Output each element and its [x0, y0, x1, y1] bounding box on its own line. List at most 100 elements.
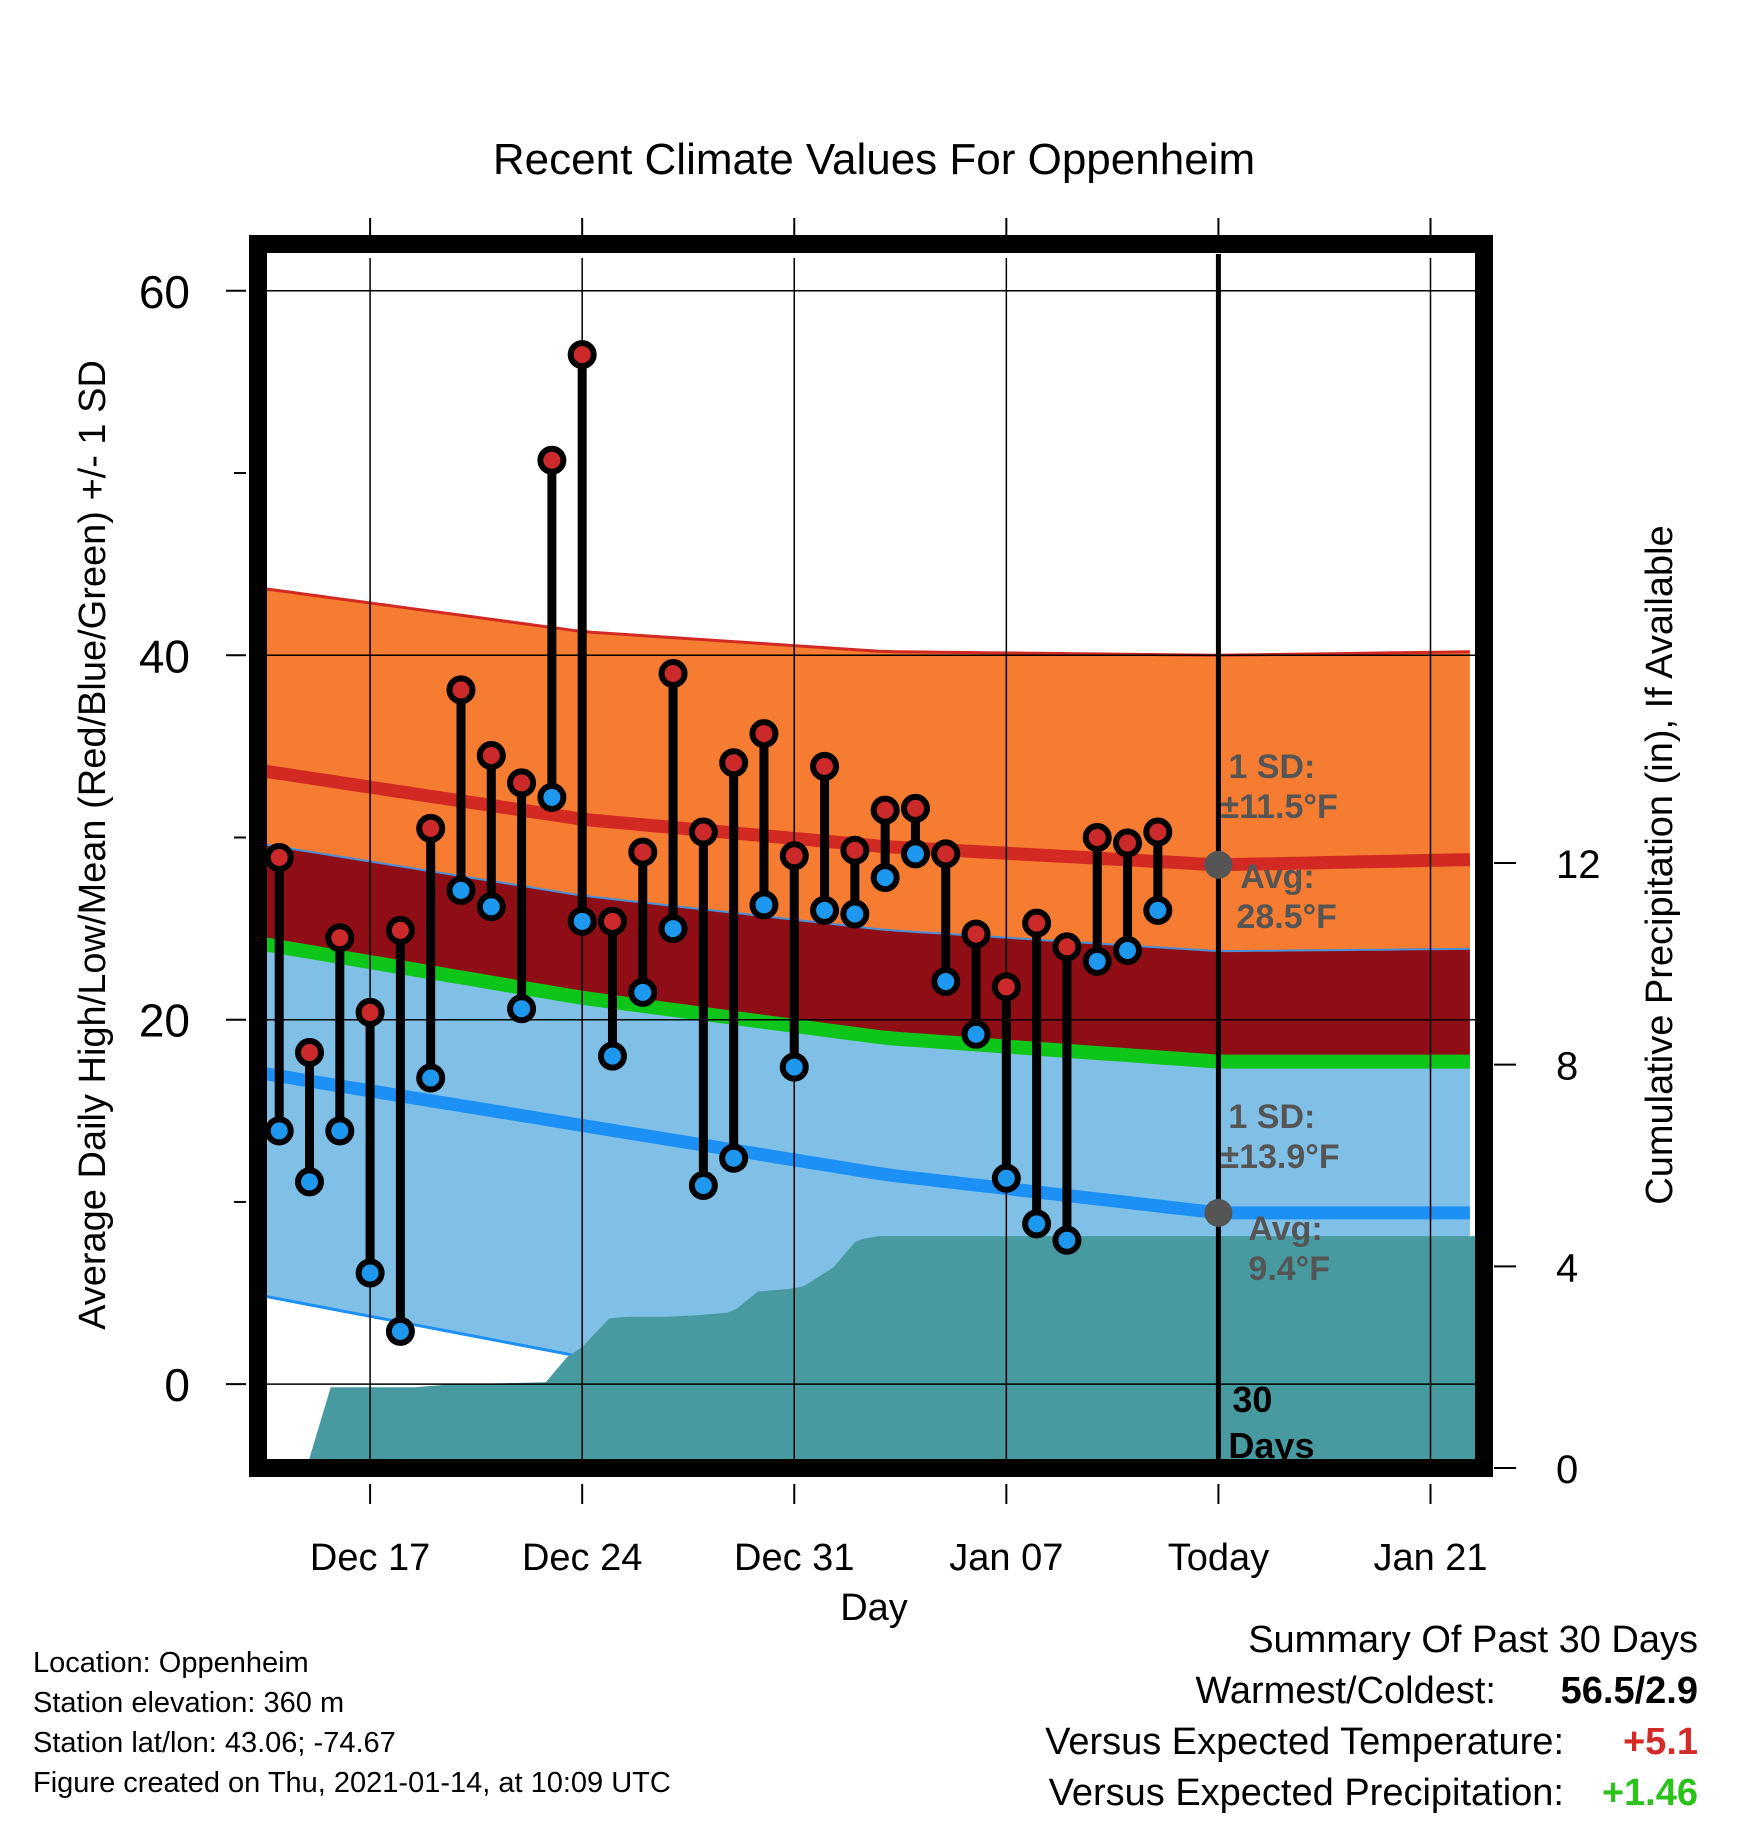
high-sd-label: 1 SD: [1228, 748, 1315, 786]
daily-high-point [385, 915, 415, 945]
daily-low-point [1113, 935, 1143, 965]
x-tick-label: Dec 31 [734, 1537, 854, 1579]
summary-temp-value: +5.1 [1623, 1721, 1698, 1763]
y2-tick-label: 8 [1556, 1045, 1578, 1089]
x-tick-label: Dec 17 [310, 1537, 430, 1579]
daily-low-point [537, 782, 567, 812]
mean-band [258, 843, 1470, 1062]
high-avg-value: 28.5°F [1236, 898, 1337, 936]
x-tick-label: Today [1168, 1537, 1269, 1579]
daily-low-point [749, 890, 779, 920]
y-axis-label: Average Daily High/Low/Mean (Red/Blue/Gr… [72, 360, 114, 1330]
x-tick-label: Jan 07 [949, 1537, 1063, 1579]
x-axis-label: Day [840, 1587, 908, 1629]
daily-low-point [779, 1052, 809, 1082]
daily-low-point [416, 1063, 446, 1093]
y-tick-label: 20 [139, 995, 190, 1047]
low-sd-value: ±13.9°F [1220, 1138, 1339, 1176]
high-avg-label: Avg: [1240, 858, 1314, 896]
summary-title: Summary Of Past 30 Days [1248, 1619, 1698, 1661]
daily-high-point [749, 719, 779, 749]
daily-low-point [446, 875, 476, 905]
daily-low-point [507, 994, 537, 1024]
y2-axis-label: Cumulative Precipitation (in), If Availa… [1639, 525, 1681, 1204]
summary-precip-value: +1.46 [1602, 1772, 1698, 1814]
daily-high-point [991, 972, 1021, 1002]
low-avg-value: 9.4°F [1248, 1250, 1330, 1288]
daily-high-point [1143, 817, 1173, 847]
summary-temp-label: Versus Expected Temperature: [1045, 1721, 1564, 1763]
daily-low-point [1022, 1209, 1052, 1239]
high-sd-value: ±11.5°F [1220, 788, 1337, 826]
y-tick-label: 40 [139, 630, 190, 682]
daily-low-point [325, 1116, 355, 1146]
daily-low-point [931, 966, 961, 996]
daily-high-point [840, 835, 870, 865]
normal-mean-line [258, 936, 1470, 1069]
daily-high-point [295, 1038, 325, 1068]
high-avg-point [1204, 850, 1233, 879]
daily-low-point [961, 1019, 991, 1049]
daily-low-point [1143, 895, 1173, 925]
daily-high-point [446, 675, 476, 705]
x-tick-label: Jan 21 [1373, 1537, 1487, 1579]
chart-title: Recent Climate Values For Oppenheim [493, 135, 1255, 184]
daily-high-point [628, 837, 658, 867]
daily-high-point [931, 839, 961, 869]
daily-high-point [810, 751, 840, 781]
summary-precip-label: Versus Expected Precipitation: [1049, 1772, 1564, 1814]
daily-high-point [1113, 828, 1143, 858]
daily-low-point [688, 1171, 718, 1201]
daily-high-point [688, 817, 718, 847]
daily-high-point [507, 768, 537, 798]
daily-low-point [264, 1116, 294, 1146]
daily-high-point [719, 748, 749, 778]
daily-high-point [355, 997, 385, 1027]
daily-high-point [264, 843, 294, 873]
daily-low-point [1052, 1225, 1082, 1255]
daily-high-point [900, 793, 930, 823]
plot-frame [249, 235, 1493, 1477]
daily-high-point [537, 445, 567, 475]
daily-low-point [810, 895, 840, 925]
y2-tick-label: 0 [1556, 1448, 1578, 1492]
info-latlon: Station lat/lon: 43.06; -74.67 [33, 1727, 396, 1759]
daily-high-point [1052, 932, 1082, 962]
daily-high-point [1082, 822, 1112, 852]
daily-high-point [476, 740, 506, 770]
daily-high-point [961, 919, 991, 949]
daily-low-point [476, 892, 506, 922]
daily-low-point [900, 839, 930, 869]
daily-low-point [597, 1041, 627, 1071]
daily-low-point [658, 914, 688, 944]
daily-high-point [325, 923, 355, 953]
normal-low-line [258, 1066, 1470, 1220]
daily-high-point [1022, 908, 1052, 938]
y-tick-label: 0 [164, 1359, 190, 1411]
daily-low-point [719, 1143, 749, 1173]
daily-low-point [567, 906, 597, 936]
daily-low-point [991, 1163, 1021, 1193]
daily-low-point [840, 899, 870, 929]
low-sd-label: 1 SD: [1228, 1098, 1315, 1136]
daily-low-point [385, 1316, 415, 1346]
info-location: Location: Oppenheim [33, 1647, 309, 1679]
low-avg-label: Avg: [1248, 1210, 1322, 1248]
summary-panel: Summary Of Past 30 Days Warmest/Coldest:… [1045, 1619, 1698, 1814]
y2-tick-label: 4 [1556, 1246, 1578, 1290]
info-created: Figure created on Thu, 2021-01-14, at 10… [33, 1767, 671, 1799]
station-info: Location: Oppenheim Station elevation: 3… [33, 1647, 671, 1799]
daily-low-point [628, 977, 658, 1007]
y2-tick-label: 12 [1556, 843, 1601, 887]
daily-high-point [567, 340, 597, 370]
daily-high-point [597, 906, 627, 936]
daily-high-point [658, 658, 688, 688]
daily-high-point [870, 795, 900, 825]
y-tick-label: 60 [139, 266, 190, 318]
daily-high-point [416, 813, 446, 843]
info-elevation: Station elevation: 360 m [33, 1687, 344, 1719]
daily-low-point [870, 863, 900, 893]
summary-warmest-label: Warmest/Coldest: [1195, 1670, 1496, 1712]
precip-area [258, 1236, 1482, 1468]
